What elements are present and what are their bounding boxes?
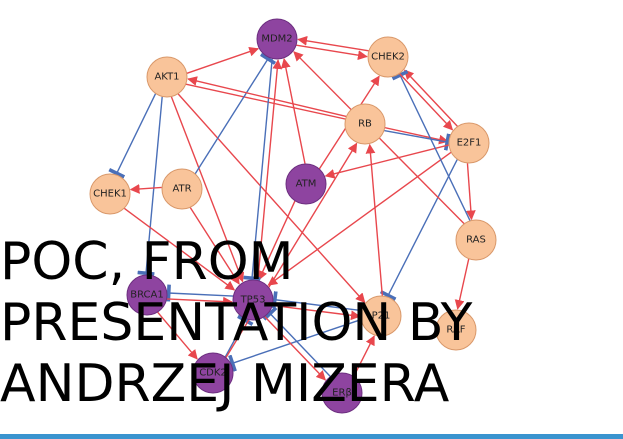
node-label: ERβ [332,388,352,399]
edge-e2f1-p21 [379,159,458,301]
edge-e2f1-ras [465,163,476,221]
node-label: CDK2 [199,368,227,379]
node-chek2: CHEK2 [367,36,409,78]
edge-atm-mdm2 [280,58,306,164]
edge-chek1-tp53 [123,207,236,291]
edge-atr-mdm2 [194,52,277,175]
node-brca1: BRCA1 [126,274,168,316]
edge-akt1-e2f1 [185,83,449,145]
edge-chek2-e2f1 [399,73,454,131]
node-circle [344,103,386,145]
node-label: CHEK2 [371,52,405,63]
node-atm: ATM [285,163,327,205]
edge-mdm2-chek2 [296,44,368,61]
node-label: AKT1 [154,72,179,83]
edge-ras-raf [454,258,470,310]
edge-cdk2-tp53 [224,314,254,358]
node-circle [435,309,477,351]
node-circle [89,173,131,215]
node-erb: ERβ [321,372,363,414]
edge-brca1-tp53 [166,296,233,307]
edge-atr-tp53 [189,207,240,285]
node-e2f1: E2F1 [448,122,490,164]
node-circle [161,168,203,210]
node-circle [256,18,298,60]
edge-atr-chek1 [129,184,162,194]
caption-line-3: ANDRZEJ MIZERA [0,354,450,414]
edge-mdm2-tp53 [243,58,273,281]
node-mdm2: MDM2 [256,18,298,60]
node-cdk2: CDK2 [192,352,234,394]
node-atr: ATR [161,168,203,210]
edge-e2f1-chek2 [403,69,458,127]
edge-akt1-chek1 [108,93,157,179]
node-circle [126,274,168,316]
node-circle [285,163,327,205]
edge-erb-p21 [353,335,375,377]
edge-cdk2-rb [225,142,358,358]
node-chek1: CHEK1 [89,173,131,215]
node-akt1: AKT1 [146,56,188,98]
node-label: CHEK1 [93,189,127,200]
edge-p21-rb [365,143,384,296]
edge-ras-chek2 [391,69,471,221]
node-circle [146,56,188,98]
edge-atm-tp53 [258,200,296,281]
edge-akt1-brca1 [137,96,163,276]
node-label: P21 [372,311,391,322]
edge-rb-e2f1 [384,129,451,151]
caption-line-2: PRESENTATION BY [0,293,473,353]
edge-akt1-mdm2 [186,46,260,74]
node-label: ATR [172,184,191,195]
edge-e2f1-atm [324,144,450,179]
edge-akt1-p21 [177,93,366,304]
bottom-accent-bar [0,434,623,439]
node-circle [321,372,363,414]
edge-tp53-erb [264,316,326,381]
node-label: E2F1 [457,138,482,149]
node-raf: RAF [435,309,477,351]
edge-akt1-tp53 [170,96,245,283]
edge-p21-tp53 [271,291,362,312]
node-circle [367,36,409,78]
node-ras: RAS [455,219,497,261]
node-label: ATM [296,179,317,190]
node-label: RB [358,119,372,130]
node-circle [448,122,490,164]
edge-e2f1-tp53 [267,151,452,286]
node-tp53: TP53 [232,279,274,321]
edge-tp53-p21 [272,304,361,321]
caption-line-1: POC, FROM [0,232,294,292]
edge-tp53-brca1 [166,284,234,302]
node-label: BRCA1 [130,290,164,301]
node-label: TP53 [240,295,266,306]
node-circle [455,219,497,261]
edge-tp53-mdm2 [257,59,283,281]
node-p21: P21 [360,295,402,337]
node-circle [232,279,274,321]
edge-chek2-mdm2 [297,35,369,52]
edge-brca1-cdk2 [157,311,198,360]
node-circle [192,352,234,394]
edge-erb-tp53 [262,306,331,377]
node-label: RAF [446,325,465,336]
node-circle [360,295,402,337]
node-rb: RB [344,103,386,145]
node-layer: MDM2 CHEK2 AKT1 RB E2F1 CHEK1 ATR ATM RAS BRCA1 TP… [89,18,497,414]
overlay-caption: POC, FROM PRESENTATION BY ANDRZEJ MIZERA [0,232,472,415]
node-label: MDM2 [261,34,292,45]
node-label: RAS [466,235,486,246]
edge-rb-akt1 [187,76,347,118]
